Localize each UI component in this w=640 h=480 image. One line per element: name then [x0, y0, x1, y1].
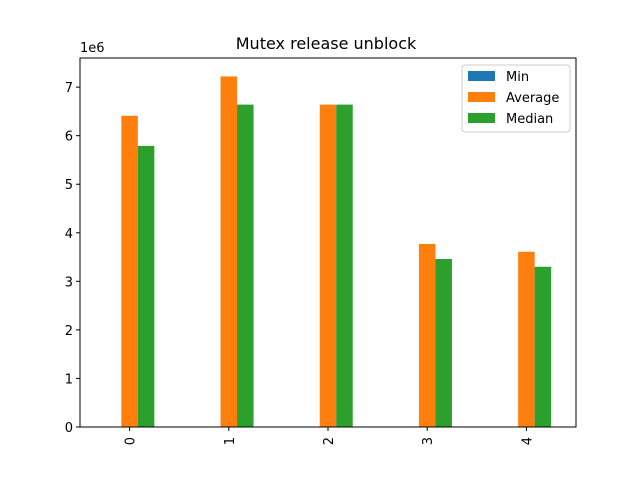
y-tick-label: 4	[65, 227, 73, 242]
bar-median-1	[237, 104, 254, 427]
y-tick-label: 2	[65, 324, 73, 339]
bars	[121, 76, 552, 428]
y-axis: 0 1 2 3 4 5 6 7	[65, 81, 80, 436]
plot-frame	[79, 57, 577, 428]
bar-median-2	[336, 104, 353, 427]
y-tick-label: 5	[65, 178, 73, 193]
legend-swatch-min	[468, 71, 495, 81]
x-tick-label: 0	[124, 437, 139, 445]
legend-label-median: Median	[506, 112, 553, 127]
bar-median-4	[534, 266, 552, 427]
y-tick-label: 1	[65, 372, 73, 387]
y-tick-label: 3	[65, 275, 73, 290]
y-tick-label: 0	[65, 421, 73, 436]
legend-label-average: Average	[506, 91, 559, 106]
bar-average-0	[121, 115, 138, 427]
x-axis: 0 1 2 3 4	[124, 427, 535, 445]
legend-swatch-average	[468, 92, 495, 102]
x-tick-label: 3	[421, 437, 436, 445]
legend-swatch-median	[468, 113, 495, 123]
bar-average-3	[418, 243, 436, 427]
chart-title: Mutex release unblock	[236, 34, 417, 53]
legend: Min Average Median	[461, 64, 571, 133]
legend-label-min: Min	[506, 70, 529, 85]
x-tick-label: 2	[322, 437, 337, 445]
x-tick-label: 1	[223, 437, 238, 445]
bar-average-4	[518, 251, 535, 427]
x-tick-label: 4	[520, 437, 535, 445]
y-tick-label: 7	[65, 81, 73, 96]
bar-median-0	[137, 145, 155, 428]
y-tick-label: 6	[65, 130, 73, 145]
bar-average-2	[319, 104, 337, 427]
y-offset-label: 1e6	[80, 41, 105, 56]
bar-average-1	[220, 76, 238, 427]
bar-median-3	[435, 259, 452, 427]
